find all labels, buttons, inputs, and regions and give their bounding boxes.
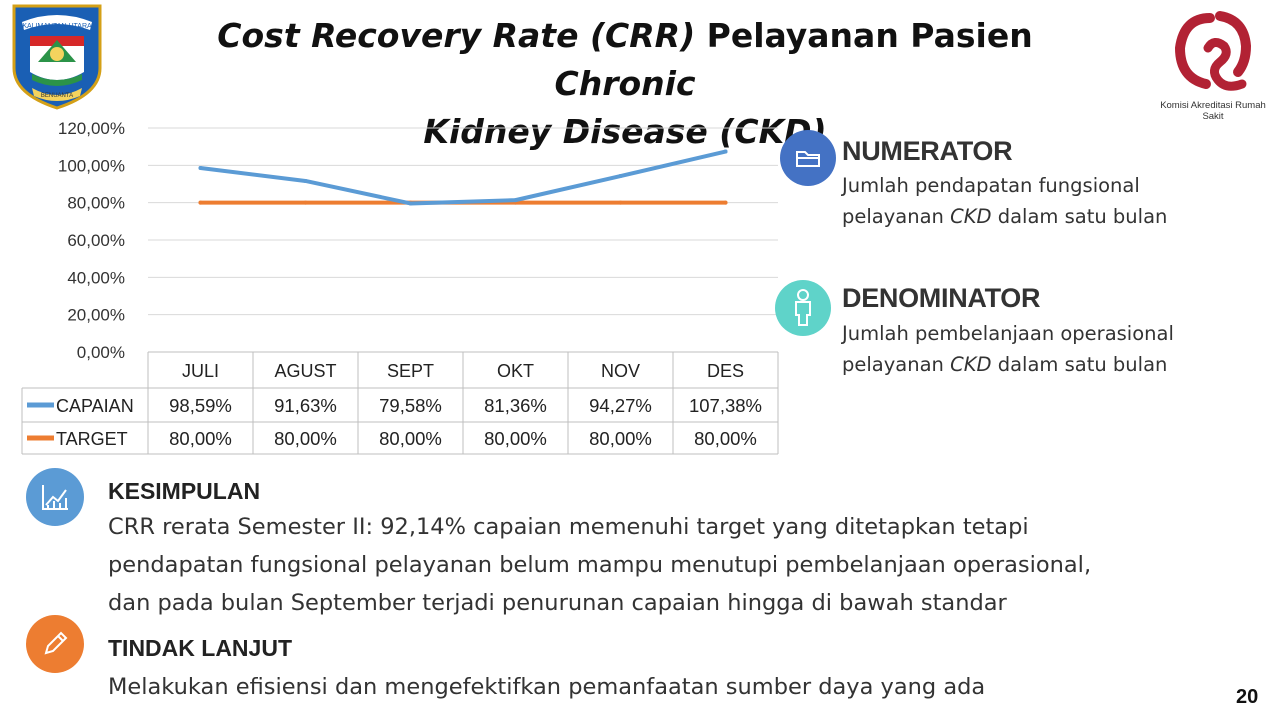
title-part2: Pelayanan Pasien <box>695 16 1033 55</box>
kesimpulan-text: CRR rerata Semester II: 92,14% capaian m… <box>108 508 1091 622</box>
tindak-text: Melakukan efisiensi dan mengefektifkan p… <box>108 674 986 700</box>
numerator-text: Jumlah pendapatan fungsional pelayanan C… <box>842 170 1167 232</box>
denominator-text: Jumlah pembelanjaan operasional pelayana… <box>842 318 1174 380</box>
data-point <box>618 174 623 179</box>
line-chart-icon <box>42 485 68 510</box>
data-point <box>513 198 518 203</box>
category-label: DES <box>707 361 744 381</box>
y-tick-label: 0,00% <box>77 343 125 362</box>
data-value-label: 80,00% <box>379 428 442 449</box>
data-point <box>618 200 623 205</box>
denominator-text-b2: CKD <box>950 353 992 376</box>
title-part1: Cost Recovery Rate (CRR) <box>217 16 696 55</box>
denominator-text-b1: pelayanan <box>842 353 951 376</box>
data-value-label: 79,58% <box>379 395 442 416</box>
logo-subtext: BENUANTA <box>41 93 73 99</box>
numerator-text-b1: pelayanan <box>842 205 951 228</box>
data-value-label: 80,00% <box>694 428 757 449</box>
data-point <box>723 149 728 154</box>
title-part3: Chronic <box>554 64 696 103</box>
kesimpulan-line: dan pada bulan September terjadi penurun… <box>108 590 1007 616</box>
data-point <box>198 200 203 205</box>
series-name: CAPAIAN <box>56 396 134 416</box>
y-tick-label: 40,00% <box>67 268 125 287</box>
numerator-title: NUMERATOR <box>842 136 1013 166</box>
y-tick-label: 100,00% <box>58 156 125 175</box>
data-value-label: 81,36% <box>484 395 547 416</box>
numerator-text-a: Jumlah pendapatan fungsional <box>842 174 1140 197</box>
y-tick-label: 80,00% <box>67 194 125 213</box>
y-tick-label: 60,00% <box>67 231 125 250</box>
page-title: Cost Recovery Rate (CRR) Pelayanan Pasie… <box>150 12 1100 156</box>
denominator-text-b3: dalam satu bulan <box>991 353 1168 376</box>
data-value-label: 107,38% <box>689 395 762 416</box>
logo-text: KALIMANTAN UTARA <box>22 23 92 30</box>
numerator-text-b2: CKD <box>950 205 992 228</box>
data-point <box>723 200 728 205</box>
data-value-label: 94,27% <box>589 395 652 416</box>
data-point <box>198 165 203 170</box>
data-point <box>303 200 308 205</box>
kesimpulan-line: CRR rerata Semester II: 92,14% capaian m… <box>108 514 1029 540</box>
numerator-text-b3: dalam satu bulan <box>991 205 1168 228</box>
province-logo: KALIMANTAN UTARA BENUANTA <box>8 2 106 110</box>
page-number: 20 <box>1236 686 1259 708</box>
category-label: SEPT <box>387 361 434 381</box>
denominator-text-a: Jumlah pembelanjaan operasional <box>842 322 1174 345</box>
kars-logo: Komisi Akreditasi Rumah Sakit <box>1150 4 1276 122</box>
y-tick-label: 20,00% <box>67 306 125 325</box>
series-line-capaian <box>198 149 728 206</box>
kesimpulan-line: pendapatan fungsional pelayanan belum ma… <box>108 552 1092 578</box>
kesimpulan-title: KESIMPULAN <box>108 478 261 504</box>
data-value-label: 80,00% <box>274 428 337 449</box>
tindak-title: TINDAK LANJUT <box>108 635 292 661</box>
crr-chart: 0,00% 20,00% 40,00% 60,00% 80,00% 100,00% 120,… <box>21 119 779 455</box>
data-value-label: 98,59% <box>169 395 232 416</box>
data-point <box>303 178 308 183</box>
denominator-title: DENOMINATOR <box>842 283 1041 313</box>
data-value-label: 80,00% <box>169 428 232 449</box>
category-label: AGUST <box>274 361 336 381</box>
y-tick-label: 120,00% <box>58 119 125 138</box>
title-line2: Kidney Disease (CKD) <box>423 112 827 151</box>
data-value-label: 91,63% <box>274 395 337 416</box>
data-value-label: 80,00% <box>589 428 652 449</box>
category-label: JULI <box>182 361 219 381</box>
person-icon <box>795 289 811 326</box>
category-label: OKT <box>497 361 534 381</box>
kesimpulan-icon-circle <box>26 468 84 526</box>
category-label: NOV <box>601 361 640 381</box>
data-point <box>408 201 413 206</box>
series-name: TARGET <box>56 429 128 449</box>
tindak-icon-circle <box>26 615 84 673</box>
folder-icon <box>796 151 820 167</box>
kars-caption: Komisi Akreditasi Rumah Sakit <box>1160 100 1266 122</box>
pencil-icon <box>44 631 68 655</box>
data-value-label: 80,00% <box>484 428 547 449</box>
